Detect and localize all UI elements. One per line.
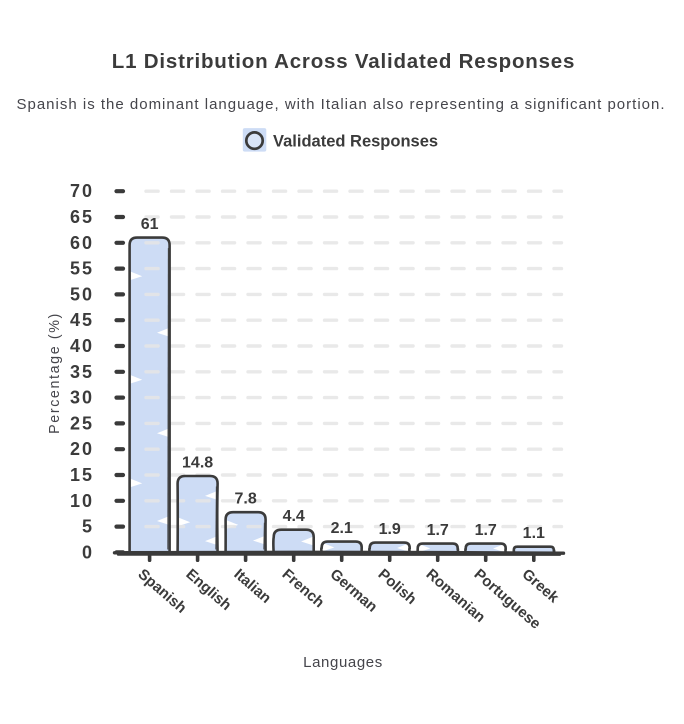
svg-text:5: 5 xyxy=(82,517,94,537)
svg-text:15: 15 xyxy=(70,465,94,485)
svg-text:40: 40 xyxy=(70,336,94,356)
svg-text:20: 20 xyxy=(70,439,94,459)
svg-text:Percentage (%): Percentage (%) xyxy=(47,312,63,434)
svg-text:4.4: 4.4 xyxy=(283,508,305,525)
svg-text:14.8: 14.8 xyxy=(182,455,213,472)
svg-text:35: 35 xyxy=(70,362,94,382)
svg-text:1.9: 1.9 xyxy=(379,521,401,538)
svg-text:1.1: 1.1 xyxy=(523,525,545,542)
svg-text:10: 10 xyxy=(70,491,94,511)
svg-text:Languages: Languages xyxy=(303,654,383,671)
svg-text:30: 30 xyxy=(70,388,94,408)
svg-text:45: 45 xyxy=(70,310,94,330)
svg-text:1.7: 1.7 xyxy=(475,522,497,539)
svg-text:60: 60 xyxy=(70,233,94,253)
svg-text:0: 0 xyxy=(82,542,94,562)
svg-text:Validated Responses: Validated Responses xyxy=(273,133,438,151)
svg-text:25: 25 xyxy=(70,413,94,433)
svg-text:55: 55 xyxy=(70,259,94,279)
svg-text:Spanish is the dominant langua: Spanish is the dominant language, with I… xyxy=(16,96,665,113)
svg-text:7.8: 7.8 xyxy=(234,491,256,508)
svg-text:70: 70 xyxy=(70,181,94,201)
svg-text:50: 50 xyxy=(70,284,94,304)
svg-text:65: 65 xyxy=(70,207,94,227)
svg-text:2.1: 2.1 xyxy=(331,520,353,537)
svg-text:61: 61 xyxy=(141,216,159,233)
svg-text:1.7: 1.7 xyxy=(427,522,449,539)
svg-text:L1 Distribution Across Validat: L1 Distribution Across Validated Respons… xyxy=(112,50,575,73)
